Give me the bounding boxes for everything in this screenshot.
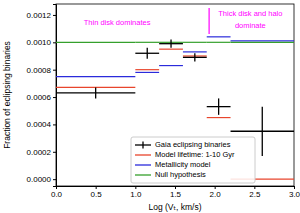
y-axis-title: Fraction of eclipsing binaries (2, 41, 12, 149)
x-axis-title: Log (Vₜ, km/s) (148, 202, 201, 212)
y-tick-label: 0.0006 (27, 93, 52, 102)
step-segment (135, 69, 159, 70)
step-segment (135, 72, 159, 73)
annotation: Thin disk dominates (84, 18, 151, 27)
y-tick-label: 0.0000 (27, 175, 52, 184)
plot: 0.00.51.01.52.02.53.00.00000.00020.00040… (27, 4, 300, 199)
x-tick-label: 3.0 (289, 190, 300, 199)
y-error-bar (218, 98, 219, 114)
y-tick-label: 0.0008 (27, 66, 52, 75)
chart-container: 0.00.51.01.52.02.53.00.00000.00020.00040… (0, 0, 300, 213)
y-error-bar (262, 107, 263, 156)
y-tick: 0.0012 (27, 11, 56, 20)
step-segment (159, 49, 183, 50)
step-segment (183, 51, 207, 52)
x-tick-label: 1.0 (130, 190, 142, 199)
y-axis: 0.0000 0.0002 0.0004 0.0006 0.0008 0.0010 0.00… (27, 5, 57, 187)
y-tick-label: 0.0012 (27, 11, 52, 20)
x-tick-label: 2.0 (210, 190, 222, 199)
x-tick: 3.0 (289, 186, 300, 199)
step-segment (56, 76, 135, 77)
legend-box (131, 137, 255, 183)
divider-line (209, 8, 210, 34)
y-tick-label: 0.0010 (27, 38, 52, 47)
x-tick: 0.0 (51, 186, 63, 199)
x-tick-mark (135, 186, 136, 189)
y-tick-mark (53, 152, 56, 153)
legend-label: Model lifetime: 1-10 Gyr (155, 150, 235, 159)
legend-label: Null hypothesis (155, 170, 206, 179)
legend-item: Metallicity model (135, 160, 211, 169)
y-tick-mark (53, 179, 56, 180)
legend-swatch (135, 154, 151, 155)
y-error-bar (147, 48, 148, 59)
y-tick: 0.0010 (27, 38, 56, 47)
step-segment (56, 42, 135, 43)
step-segment (207, 42, 231, 43)
annotation: Thick disk and halo (218, 9, 282, 18)
y-tick: 0.0002 (27, 148, 56, 157)
x-axis-line (57, 187, 295, 190)
x-tick-label: 0.5 (91, 190, 103, 199)
x-tick-label: 0.0 (51, 190, 63, 199)
y-tick: 0.0008 (27, 66, 56, 75)
y-tick-mark (53, 15, 56, 16)
annotation: dominate (235, 21, 266, 30)
step-segment (231, 40, 294, 41)
legend-label: Gaia eclipsing binaries (155, 140, 231, 149)
data-marks (56, 8, 294, 179)
step-segment (207, 36, 231, 37)
legend-item: Gaia eclipsing binaries (135, 140, 231, 149)
x-tick-label: 1.5 (170, 190, 182, 199)
y-error-bar (194, 53, 195, 61)
y-tick: 0.0004 (27, 120, 56, 129)
x-tick: 1.5 (170, 186, 182, 199)
step-segment (183, 42, 207, 43)
legend-swatch (135, 174, 151, 175)
x-tick-mark (175, 186, 176, 189)
x-tick-mark (294, 186, 295, 189)
y-tick: 0.0000 (27, 175, 56, 184)
legend: Gaia eclipsing binariesModel lifetime: 1… (131, 137, 255, 183)
x-tick-label: 2.5 (249, 190, 261, 199)
x-tick-mark (254, 186, 255, 189)
legend-label: Metallicity model (155, 160, 211, 169)
step-segment (231, 42, 294, 43)
x-tick: 0.5 (91, 186, 103, 199)
y-error-bar (170, 40, 171, 48)
y-tick-mark (53, 124, 56, 125)
y-tick: 0.0006 (27, 93, 56, 102)
x-tick-mark (96, 186, 97, 189)
y-tick-label: 0.0004 (27, 120, 52, 129)
step-segment (207, 117, 231, 118)
y-tick-mark (53, 42, 56, 43)
y-tick-mark (53, 97, 56, 98)
legend-item: Model lifetime: 1-10 Gyr (135, 150, 235, 159)
x-tick-mark (215, 186, 216, 189)
x-tick: 2.5 (249, 186, 261, 199)
chart-svg: 0.00.51.01.52.02.53.00.00000.00020.00040… (0, 0, 300, 213)
step-segment (159, 65, 183, 66)
y-tick-mark (53, 70, 56, 71)
y-error-bar (95, 87, 96, 98)
plot-frame (56, 4, 294, 186)
x-tick: 2.0 (210, 186, 222, 199)
step-segment (135, 42, 159, 43)
x-tick: 1.0 (130, 186, 142, 199)
x-axis: 0.0 0.5 1.0 1.5 2.0 2.5 3.0 (51, 186, 300, 199)
legend-item: Null hypothesis (135, 170, 206, 179)
y-tick-label: 0.0002 (27, 148, 52, 157)
legend-swatch (135, 164, 151, 165)
legend-swatch (142, 142, 143, 149)
